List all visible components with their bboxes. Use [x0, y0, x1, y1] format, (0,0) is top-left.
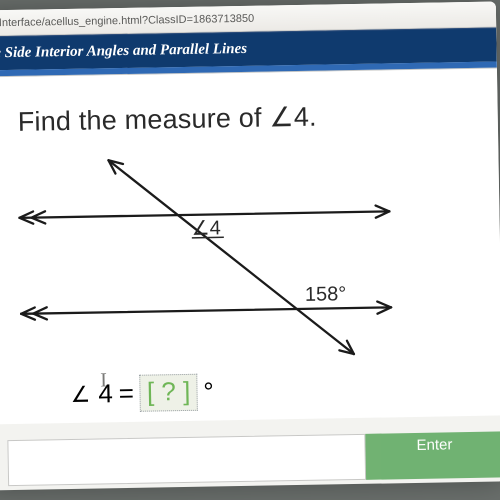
- answer-placeholder-box[interactable]: [ ? ]: [140, 374, 198, 412]
- angle-symbol-icon: ∠: [70, 381, 90, 407]
- svg-text:∠4: ∠4: [192, 217, 221, 240]
- question-text: Find the measure of ∠4.: [18, 99, 480, 138]
- svg-text:158°: 158°: [305, 283, 347, 306]
- answer-input[interactable]: [7, 434, 366, 486]
- lesson-title: me Side Interior Angles and Parallel Lin…: [0, 41, 247, 63]
- url-text: ons/Interface/acellus_engine.html?ClassI…: [0, 12, 254, 29]
- content-area: Find the measure of ∠4. ∠4 158° ∠ 4 = [ ?…: [0, 68, 500, 424]
- text-cursor-icon: I: [100, 369, 107, 392]
- equals-sign: =: [118, 378, 134, 409]
- enter-button[interactable]: Enter: [365, 431, 500, 479]
- screenshot-frame: ons/Interface/acellus_engine.html?ClassI…: [0, 1, 500, 490]
- degree-symbol: °: [203, 376, 214, 407]
- enter-button-label: Enter: [416, 436, 452, 454]
- browser-chrome: ons/Interface/acellus_engine.html?ClassI…: [0, 1, 497, 77]
- answer-expression: ∠ 4 = [ ? ] °: [70, 369, 485, 413]
- answer-input-strip: Enter: [7, 431, 500, 486]
- geometry-diagram: ∠4 158°: [0, 149, 432, 366]
